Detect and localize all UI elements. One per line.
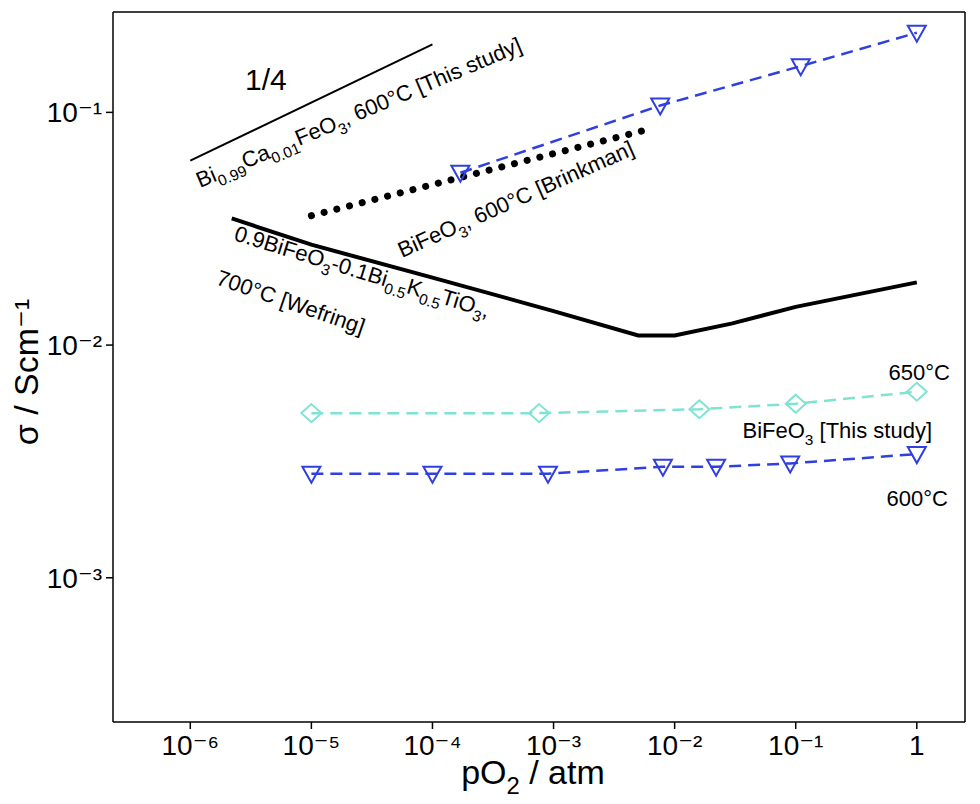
svg-text:1/4: 1/4 — [245, 63, 287, 96]
svg-text:pO2 / atm: pO2 / atm — [461, 753, 605, 796]
svg-text:10⁻²: 10⁻² — [47, 330, 102, 361]
svg-text:BiFeO3 [This study]: BiFeO3 [This study] — [742, 418, 932, 448]
svg-text:σ / Scm⁻¹: σ / Scm⁻¹ — [8, 299, 45, 446]
svg-text:Bi0.99Ca0.01FeO3, 600°C [This: Bi0.99Ca0.01FeO3, 600°C [This study] — [192, 32, 527, 196]
svg-text:10⁻¹: 10⁻¹ — [768, 730, 823, 761]
svg-text:10⁻⁶: 10⁻⁶ — [162, 730, 219, 761]
svg-text:700°C [Wefring]: 700°C [Wefring] — [213, 265, 368, 339]
svg-text:10⁻¹: 10⁻¹ — [47, 97, 102, 128]
svg-text:600°C: 600°C — [887, 486, 949, 511]
svg-text:650°C: 650°C — [889, 360, 951, 385]
svg-text:10⁻²: 10⁻² — [647, 730, 702, 761]
svg-text:10⁻⁵: 10⁻⁵ — [283, 730, 341, 761]
svg-text:1: 1 — [909, 730, 925, 761]
svg-text:10⁻³: 10⁻³ — [47, 563, 102, 594]
svg-text:0.9BiFeO3-0.1Bi0.5K0.5TiO3,: 0.9BiFeO3-0.1Bi0.5K0.5TiO3, — [230, 221, 493, 327]
svg-text:BiFeO3, 600°C [Brinkman]: BiFeO3, 600°C [Brinkman] — [394, 136, 640, 267]
svg-text:10⁻³: 10⁻³ — [526, 730, 581, 761]
svg-text:10⁻⁴: 10⁻⁴ — [403, 730, 461, 761]
